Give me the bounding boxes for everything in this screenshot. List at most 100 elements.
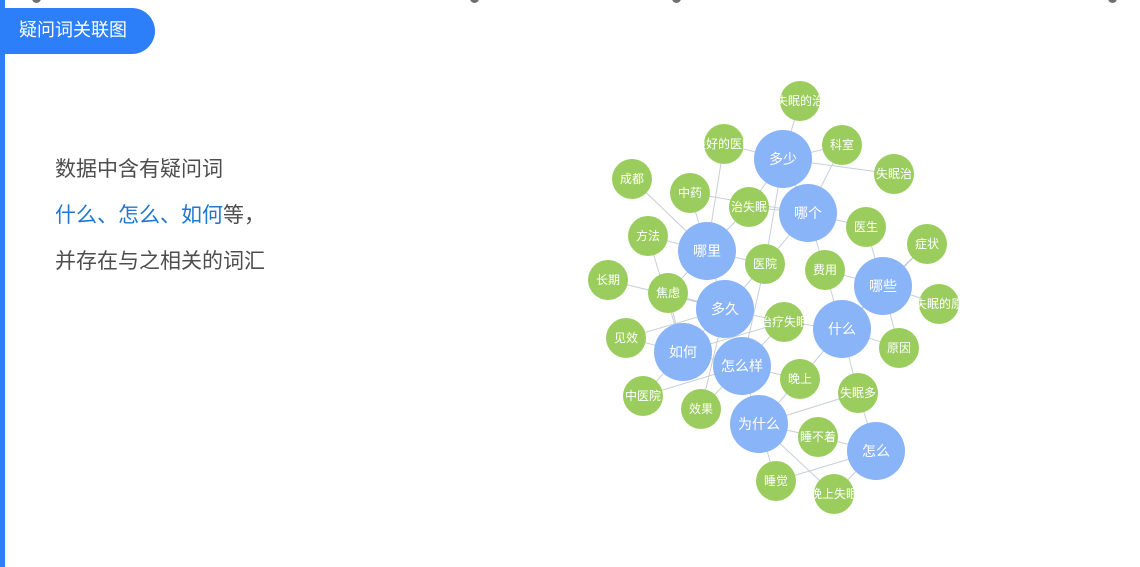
question-node[interactable]: 哪里 <box>678 222 736 280</box>
related-node[interactable]: 方法 <box>628 216 668 256</box>
related-node-circle <box>648 273 688 313</box>
related-node[interactable]: 最好的医院 <box>694 124 754 164</box>
top-dot <box>672 0 681 3</box>
question-node-circle <box>779 184 837 242</box>
related-node-circle <box>805 250 845 290</box>
node-label: 见效 <box>614 330 638 345</box>
related-node[interactable]: 见效 <box>606 318 646 358</box>
node-label: 长期 <box>596 273 620 287</box>
node-label: 如何 <box>669 345 697 361</box>
related-node-circle <box>681 389 721 429</box>
question-node-circle <box>696 280 754 338</box>
top-dot <box>1108 0 1117 3</box>
related-node[interactable]: 效果 <box>681 389 721 429</box>
related-node-circle <box>623 376 663 416</box>
related-node-circle <box>907 224 947 264</box>
related-node-circle <box>838 373 878 413</box>
question-node[interactable]: 多久 <box>696 280 754 338</box>
related-node[interactable]: 睡不着 <box>798 417 838 457</box>
related-node[interactable]: 晚上失眠 <box>810 474 858 514</box>
node-label: 多少 <box>769 151 797 168</box>
question-node-circle <box>813 300 871 358</box>
related-node-circle <box>764 302 804 342</box>
left-accent-bar <box>0 0 5 567</box>
related-node-circle <box>670 173 710 213</box>
related-node-circle <box>606 318 646 358</box>
question-node-circle <box>854 257 912 315</box>
question-node[interactable]: 怎么样 <box>713 337 771 395</box>
related-node-circle <box>780 81 820 121</box>
question-node[interactable]: 怎么 <box>847 422 905 480</box>
related-node-circle <box>588 260 628 300</box>
question-node[interactable]: 哪个 <box>779 184 837 242</box>
related-node[interactable]: 症状 <box>907 224 947 264</box>
node-label: 哪些 <box>869 279 897 295</box>
node-label: 晚上失眠 <box>810 486 858 501</box>
related-node[interactable]: 失眠的原 <box>915 284 963 324</box>
node-label: 治疗失眠 <box>760 314 808 329</box>
node-label: 症状 <box>915 236 939 251</box>
related-node[interactable]: 失眠多 <box>838 373 878 413</box>
related-node[interactable]: 医院 <box>745 244 785 284</box>
node-label: 中医院 <box>625 388 661 403</box>
top-dot <box>470 0 479 3</box>
node-label: 科室 <box>830 137 854 152</box>
question-node[interactable]: 为什么 <box>730 395 788 453</box>
related-node-circle <box>822 125 862 165</box>
question-node[interactable]: 多少 <box>754 130 812 188</box>
related-node[interactable]: 失眠治 <box>874 154 914 194</box>
question-node[interactable]: 什么 <box>813 300 871 358</box>
node-label: 怎么 <box>862 444 890 460</box>
node-label: 费用 <box>813 263 837 277</box>
related-node[interactable]: 中医院 <box>623 376 663 416</box>
related-node[interactable]: 治失眠 <box>729 187 769 227</box>
node-label: 睡觉 <box>764 474 788 488</box>
related-node[interactable]: 长期 <box>588 260 628 300</box>
node-label: 原因 <box>887 341 911 355</box>
related-node[interactable]: 成都 <box>612 159 652 199</box>
related-node-circle <box>729 187 769 227</box>
question-node-circle <box>730 395 788 453</box>
node-label: 睡不着 <box>800 429 836 444</box>
node-label: 失眠的原 <box>915 296 963 311</box>
related-node-circle <box>879 328 919 368</box>
related-node[interactable]: 晚上 <box>780 359 820 399</box>
related-node[interactable]: 中药 <box>670 173 710 213</box>
node-label: 医生 <box>854 220 878 234</box>
node-label: 为什么 <box>738 417 780 433</box>
intro-text: 数据中含有疑问词 什么、怎么、如何等， 并存在与之相关的词汇 <box>55 146 415 284</box>
question-node[interactable]: 哪些 <box>854 257 912 315</box>
related-node-circle <box>612 159 652 199</box>
related-node-circle <box>846 207 886 247</box>
intro-line-1: 数据中含有疑问词 <box>55 157 223 181</box>
node-label: 哪个 <box>794 206 822 222</box>
node-label: 医院 <box>753 257 777 271</box>
related-node[interactable]: 原因 <box>879 328 919 368</box>
related-node-circle <box>919 284 959 324</box>
question-node-circle <box>654 323 712 381</box>
node-label: 最好的医院 <box>694 136 754 151</box>
related-node[interactable]: 科室 <box>822 125 862 165</box>
related-node-circle <box>704 124 744 164</box>
question-word-zenme: 怎么 <box>118 203 160 227</box>
question-node-circle <box>754 130 812 188</box>
node-label: 哪里 <box>693 244 721 260</box>
related-node[interactable]: 治疗失眠 <box>760 302 808 342</box>
node-label: 怎么样 <box>721 359 763 375</box>
question-node-circle <box>847 422 905 480</box>
related-node-circle <box>874 154 914 194</box>
question-node[interactable]: 如何 <box>654 323 712 381</box>
related-node[interactable]: 睡觉 <box>756 461 796 501</box>
related-node[interactable]: 费用 <box>805 250 845 290</box>
related-node[interactable]: 医生 <box>846 207 886 247</box>
node-label: 中药 <box>678 185 702 200</box>
node-label: 多久 <box>711 301 739 318</box>
related-node[interactable]: 焦虑 <box>648 273 688 313</box>
question-word-ruhe: 如何 <box>181 203 223 227</box>
separator: 、 <box>97 203 118 227</box>
node-label: 治失眠 <box>731 199 767 214</box>
node-label: 晚上 <box>788 372 812 386</box>
question-node-circle <box>678 222 736 280</box>
related-node[interactable]: 失眠的治 <box>776 81 824 121</box>
